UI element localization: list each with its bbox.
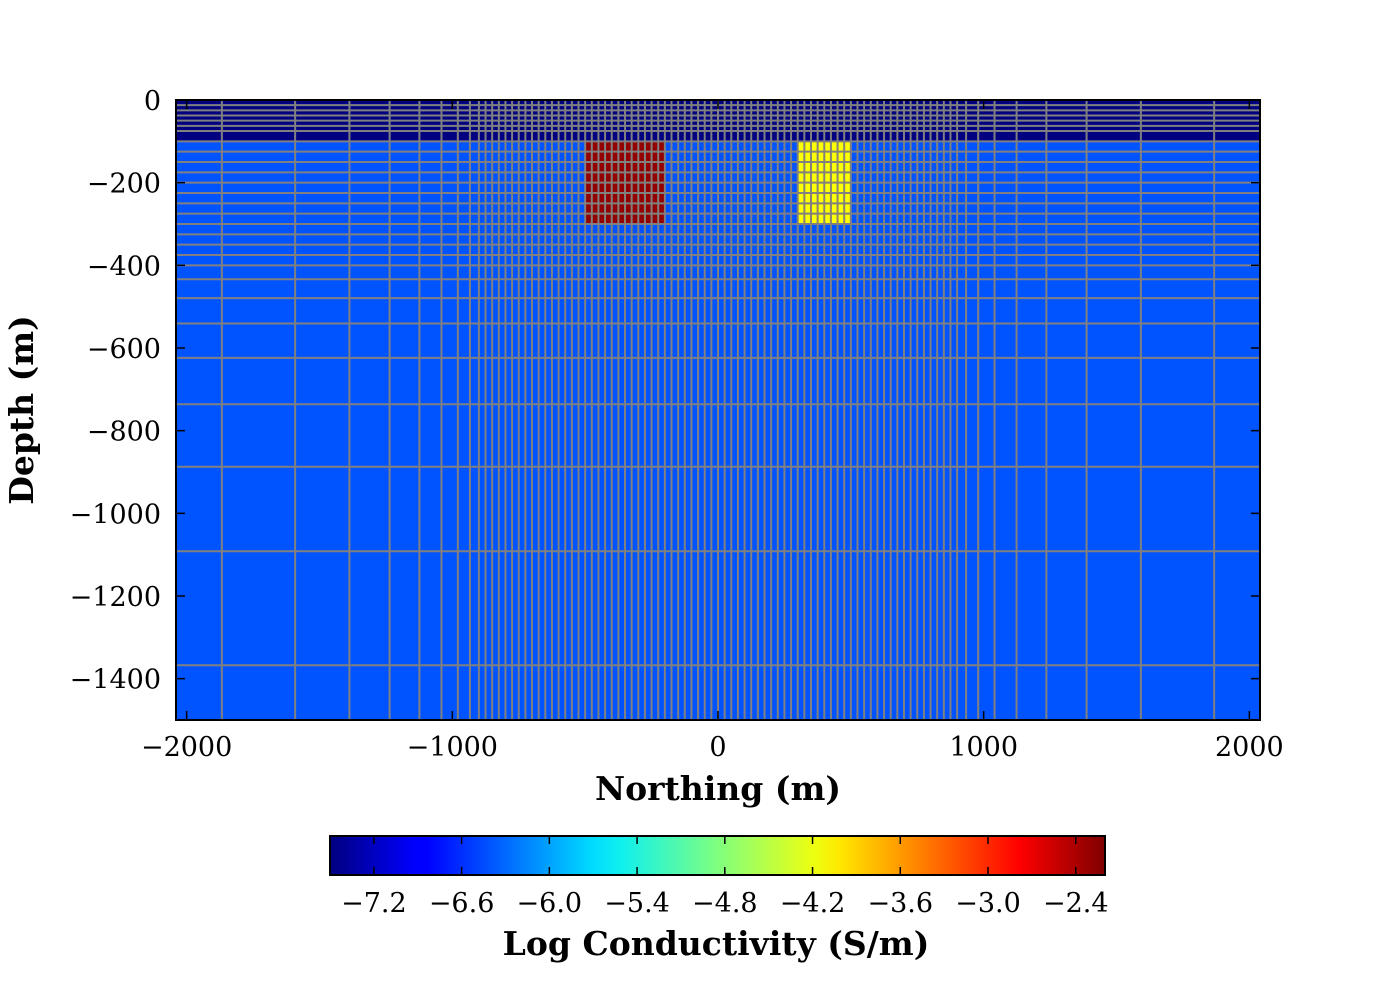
colorbar-gradient: [330, 836, 1105, 875]
mesh-grid: [176, 100, 1260, 720]
x-axis: −2000 −1000 0 1000 2000: [141, 100, 1284, 763]
colorbar-ticks: −7.2 −6.6 −6.0 −5.4 −4.8 −4.2 −3.6 −3.0 −2.4: [341, 836, 1109, 919]
colorbar-tick-label: −3.0: [955, 888, 1021, 919]
y-tick-label: −1000: [70, 499, 161, 530]
y-axis: 0 −200 −400 −600 −800 −1000 −1200 −1400: [70, 86, 1260, 696]
x-tick-label: −1000: [407, 732, 498, 763]
y-tick-label: −200: [87, 169, 161, 200]
colorbar-tick-label: −5.4: [604, 888, 670, 919]
x-tick-label: 1000: [949, 732, 1018, 763]
y-tick-label: −1400: [70, 665, 161, 696]
x-tick-label: −2000: [141, 732, 232, 763]
x-tick-label: 0: [709, 732, 726, 763]
colorbar-tick-label: −6.6: [429, 888, 495, 919]
colorbar-tick-label: −7.2: [341, 888, 407, 919]
colorbar-tick-label: −6.0: [517, 888, 583, 919]
x-axis-title: Northing (m): [595, 769, 841, 808]
y-tick-label: −600: [87, 334, 161, 365]
colorbar-tick-label: −4.8: [692, 888, 758, 919]
y-tick-label: −800: [87, 417, 161, 448]
y-axis-title: Depth (m): [2, 315, 41, 505]
colorbar-tick-label: −2.4: [1043, 888, 1109, 919]
colorbar-tick-label: −3.6: [868, 888, 934, 919]
plot-area: [176, 100, 1260, 720]
x-tick-label: 2000: [1215, 732, 1284, 763]
y-tick-label: −1200: [70, 582, 161, 613]
colorbar-frame: [329, 835, 1106, 876]
colorbar-tick-label: −4.2: [780, 888, 846, 919]
y-tick-label: −400: [87, 251, 161, 282]
y-tick-label: 0: [144, 86, 161, 117]
colorbar-title: Log Conductivity (S/m): [503, 924, 930, 963]
